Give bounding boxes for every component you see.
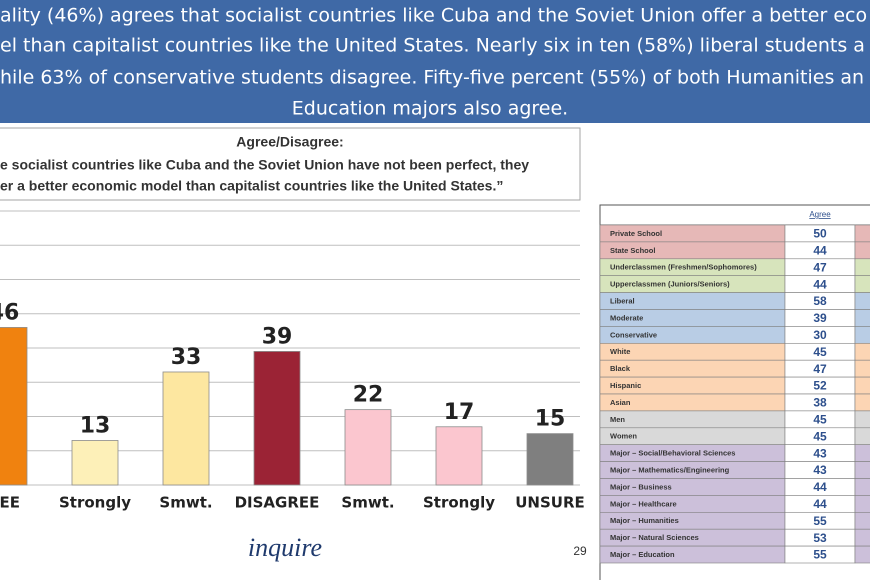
row-value: 30 [813, 328, 827, 342]
row-value: 52 [813, 379, 827, 393]
value-label: 39 [262, 324, 293, 349]
chart-subtitle: er a better economic model than capitali… [0, 178, 503, 194]
column-header: Agree [809, 210, 831, 219]
row-cell [854, 444, 870, 462]
row-label: Major – Social/Behavioral Sciences [610, 449, 735, 458]
row-cell [854, 410, 870, 429]
row-cell [854, 275, 870, 293]
value-label: 17 [444, 400, 475, 425]
x-tick-label: Strongly [59, 494, 131, 512]
header-line: ality (46%) agrees that socialist countr… [0, 5, 867, 27]
row-label: Major – Business [610, 482, 672, 491]
row-cell [854, 224, 870, 243]
title-box [0, 127, 581, 201]
row-label: Women [610, 432, 637, 441]
x-tick-label: Strongly [423, 494, 495, 512]
row-band [599, 410, 786, 429]
row-cell [854, 292, 870, 310]
row-cell [854, 376, 870, 395]
row-cell [854, 241, 870, 260]
row-value: 47 [813, 362, 827, 376]
row-cell [854, 342, 870, 361]
row-label: Major – Humanities [610, 516, 679, 525]
chart-title: Agree/Disagree: [236, 134, 343, 150]
row-value: 55 [813, 514, 827, 528]
row-cell [854, 478, 870, 496]
bar [526, 433, 574, 486]
row-value: 38 [813, 396, 827, 410]
row-label: Black [610, 364, 631, 373]
row-label: White [610, 347, 630, 356]
bar [253, 351, 301, 486]
row-value: 44 [813, 277, 827, 291]
value-label: 13 [80, 413, 111, 438]
row-value: 45 [813, 429, 827, 443]
row-value: 45 [813, 413, 827, 427]
row-label: Major – Mathematics/Engineering [610, 466, 730, 475]
row-value: 45 [813, 345, 827, 359]
row-label: Private School [610, 229, 662, 238]
value-label: 22 [353, 383, 384, 408]
row-label: Men [610, 415, 625, 424]
row-cell [854, 511, 870, 530]
row-label: State School [610, 246, 655, 255]
x-tick-label: UNSURE [515, 494, 585, 512]
chart-subtitle: e socialist countries like Cuba and the … [0, 157, 529, 173]
value-label: 15 [535, 407, 566, 432]
row-label: Major – Education [610, 550, 675, 559]
row-cell [854, 528, 870, 547]
row-label: Liberal [610, 297, 635, 306]
row-value: 39 [813, 311, 827, 325]
row-value: 44 [813, 480, 827, 494]
header-line: Education majors also agree. [292, 98, 568, 120]
row-label: Underclassmen (Freshmen/Sophomores) [610, 263, 757, 272]
header-line: el than capitalist countries like the Un… [0, 35, 865, 57]
bar [435, 426, 483, 486]
row-value: 53 [813, 531, 827, 545]
row-label: Conservative [610, 330, 657, 339]
bar-chart: 46 REE 13 Strongly 33 Smwt. 39 DISAGREE 22 Smwt. 1… [0, 210, 585, 512]
row-label: Hispanic [610, 381, 641, 390]
row-label: Major – Natural Sciences [610, 533, 699, 542]
row-value: 44 [813, 244, 827, 258]
header-band [0, 0, 870, 123]
row-cell [854, 545, 870, 564]
header-line: hile 63% of conservative students disagr… [0, 67, 864, 89]
bar [0, 327, 28, 486]
row-cell [854, 427, 870, 445]
row-label: Asian [610, 398, 631, 407]
bar [344, 409, 392, 486]
value-label: 33 [171, 345, 202, 370]
row-value: 43 [813, 463, 827, 477]
x-tick-label: REE [0, 494, 20, 512]
row-value: 44 [813, 497, 827, 511]
page-number: 29 [573, 544, 587, 558]
row-value: 58 [813, 294, 827, 308]
row-cell [854, 461, 870, 479]
row-cell [854, 309, 870, 327]
row-cell [854, 495, 870, 513]
row-label: Major – Healthcare [610, 499, 677, 508]
value-label: 46 [0, 300, 19, 325]
row-label: Upperclassmen (Juniors/Seniors) [610, 280, 730, 289]
row-value: 43 [813, 446, 827, 460]
bar [71, 440, 119, 486]
x-tick-label: Smwt. [159, 494, 212, 512]
row-cell [854, 393, 870, 412]
row-value: 47 [813, 260, 827, 274]
logo: inquire [248, 533, 322, 562]
table: Agree Private School 50 State School 44 Under… [599, 204, 870, 580]
bar [162, 371, 210, 486]
row-cell [854, 359, 870, 378]
x-tick-label: Smwt. [341, 494, 394, 512]
row-label: Moderate [610, 313, 643, 322]
row-value: 55 [813, 548, 827, 562]
row-cell [854, 258, 870, 276]
row-cell [854, 326, 870, 344]
row-value: 50 [813, 227, 827, 241]
x-tick-label: DISAGREE [235, 494, 320, 512]
